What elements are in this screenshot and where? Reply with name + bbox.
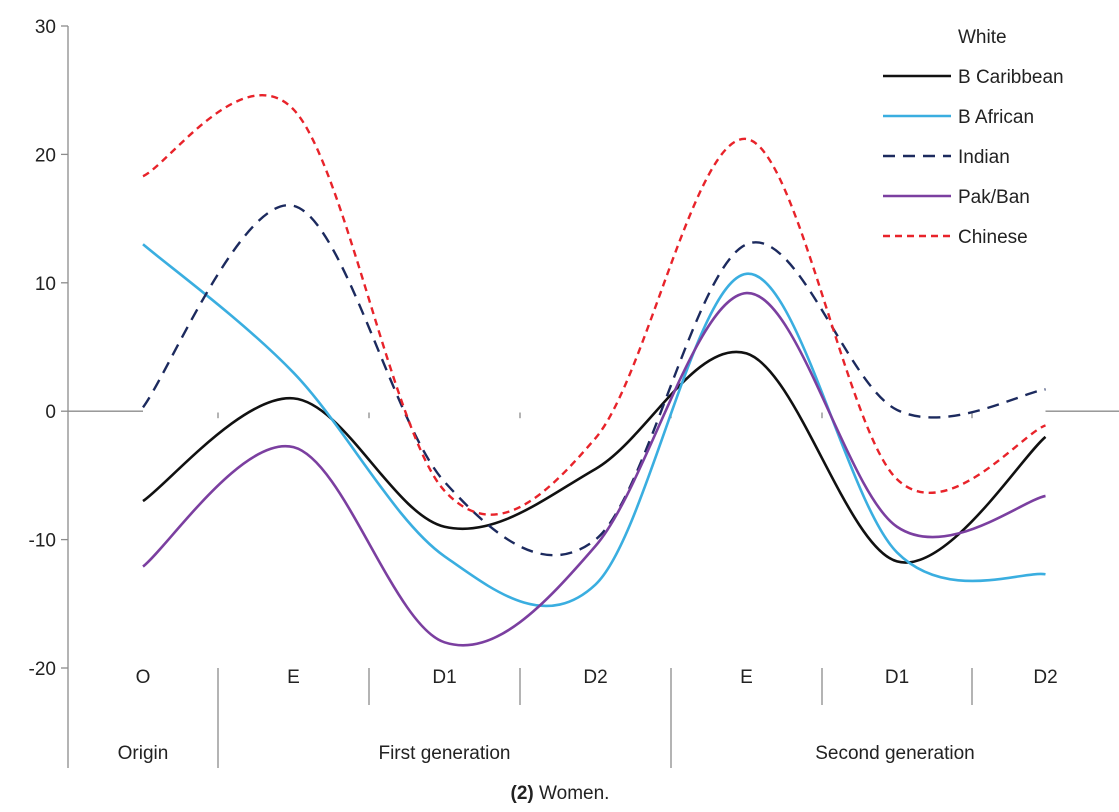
category-label: D2 [583, 667, 607, 688]
group-labels: Origin First generation Second generation [118, 743, 975, 764]
category-label: E [287, 667, 300, 688]
legend-label: B African [958, 107, 1034, 128]
legend-label: B Caribbean [958, 67, 1064, 88]
series-lines [142, 94, 1047, 647]
legend: White B Caribbean B African Indian Pak/Ban Ch… [883, 27, 1064, 248]
legend-label: Pak/Ban [958, 187, 1030, 208]
group-label: Second generation [815, 743, 975, 764]
category-label: D2 [1033, 667, 1057, 688]
legend-label: Indian [958, 147, 1010, 168]
category-label: O [136, 667, 151, 688]
axes [61, 25, 1119, 768]
y-tick-label: 20 [35, 145, 56, 166]
category-label: D1 [432, 667, 456, 688]
series-line-b-caribbean [142, 350, 1047, 564]
caption-text: Women. [534, 783, 610, 804]
figure-caption: (2) Women. [511, 783, 610, 804]
series-line-b-african [142, 243, 1046, 608]
category-label: E [740, 667, 753, 688]
group-label: Origin [118, 743, 169, 764]
series-line-chinese [142, 94, 1046, 516]
group-label: First generation [378, 743, 510, 764]
category-labels: O E D1 D2 E D1 D2 [136, 667, 1058, 688]
series-line-indian [142, 204, 1046, 557]
legend-label: Chinese [958, 227, 1028, 248]
y-tick-label: 30 [35, 17, 56, 38]
series-line-pak-ban [142, 291, 1046, 647]
y-tick-label: -10 [29, 531, 56, 552]
category-label: D1 [885, 667, 909, 688]
caption-number: (2) [511, 783, 534, 804]
legend-label: White [958, 27, 1007, 48]
y-tick-label: -20 [29, 659, 56, 680]
y-tick-label: 10 [35, 274, 56, 295]
y-tick-labels: 30 20 10 0 -10 -20 [29, 17, 56, 680]
y-tick-label: 0 [45, 402, 56, 423]
